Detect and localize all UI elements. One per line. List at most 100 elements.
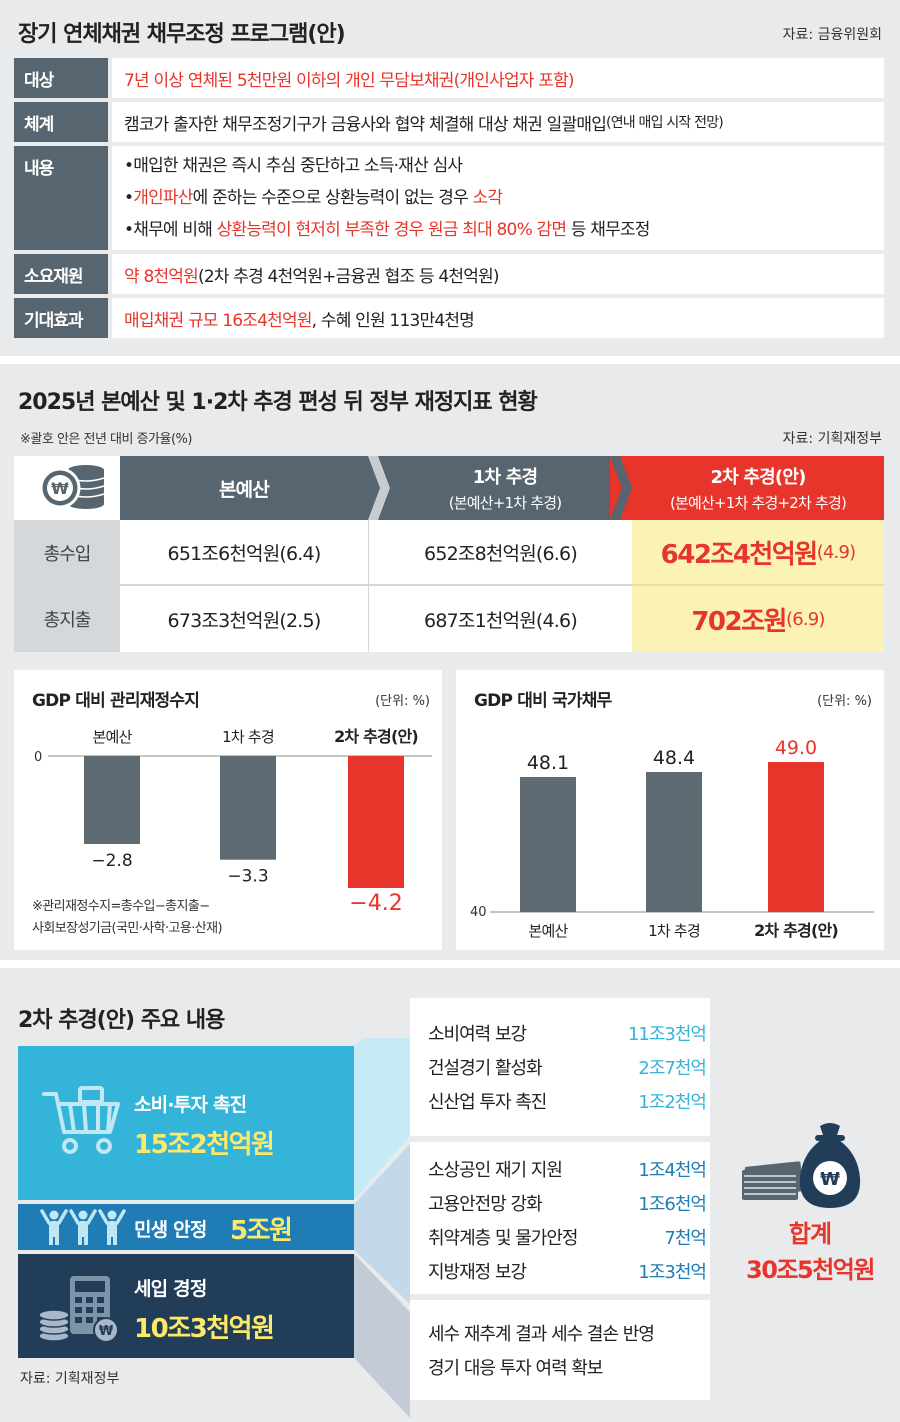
category-label-1: 1차 추경	[222, 728, 274, 746]
category-name: 민생 안정	[134, 1219, 207, 1241]
bar-2	[348, 756, 404, 888]
category-label-2: 2차 추경(안)	[334, 727, 418, 746]
category-name: 소비·투자 촉진	[134, 1094, 247, 1116]
people-cheering-icon	[40, 1209, 126, 1245]
program-table: 대상 7년 이상 연체된 5천만원 이하의 개인 무담보채권(개인사업자 포함)…	[14, 58, 884, 342]
header-main-label: 본예산	[218, 478, 270, 501]
calculator-coins-icon: ₩	[38, 1276, 119, 1343]
header-first-supp: 1차 추경 (본예산+1차 추경)	[390, 456, 620, 520]
expenditure-second: 702조원 (6.9)	[632, 586, 884, 652]
value-label-2: −4.2	[349, 891, 402, 916]
row-content: 내용 •매입한 채권은 즉시 추심 중단하고 소득·재산 심사 •개인파산에 준…	[14, 146, 884, 250]
row-value-content: •매입한 채권은 즉시 추심 중단하고 소득·재산 심사 •개인파산에 준하는 …	[112, 146, 884, 250]
content-highlight-writeoff: 소각	[472, 188, 503, 208]
balance-note-line-1: ※관리재정수지=총수입−총지출−	[32, 899, 210, 914]
row-label-funding: 소요재원	[14, 254, 108, 294]
row-funding: 소요재원 약 8천억원 (2차 추경 4천억원+금융권 협조 등 4천억원)	[14, 254, 884, 294]
fiscal-source: 자료: 기획재정부	[782, 431, 882, 447]
category-label-0: 본예산	[92, 728, 132, 746]
system-text: 캠코가 출자한 채무조정기구가 금융사와 협약 체결해 대상 채권 일괄매입	[124, 114, 607, 135]
total-label: 합계	[788, 1220, 832, 1248]
effect-detail: , 수혜 인원 113만4천명	[311, 310, 475, 331]
value-label-0: −2.8	[91, 851, 132, 871]
detail-label: 신산업 투자 촉진	[428, 1092, 547, 1113]
row-label-revenue: 총수입	[14, 520, 120, 586]
chevron-separator	[610, 456, 632, 520]
detail-label: 경기 대응 투자 여력 확보	[428, 1358, 603, 1379]
expenditure-second-rate: (6.9)	[785, 608, 825, 630]
row-effect: 기대효과 매입채권 규모 16조4천억원, 수혜 인원 113만4천명	[14, 298, 884, 338]
bar-1	[646, 772, 702, 912]
revenue-first: 652조8천억원(6.6)	[368, 520, 632, 586]
row-target: 대상 7년 이상 연체된 5천만원 이하의 개인 무담보채권(개인사업자 포함)	[14, 58, 884, 98]
debt-chart-panel: GDP 대비 국가채무 (단위: %) 40 48.1 본예산 48.4 1차 추경 4…	[456, 670, 884, 950]
zero-axis-label: 0	[34, 750, 42, 765]
content-highlight-bankruptcy: 개인파산	[133, 188, 193, 208]
bar-1	[220, 756, 276, 860]
category-livelihood: 민생 안정 5조원	[18, 1204, 354, 1250]
chevron-separator	[368, 456, 390, 520]
detail-label: 소비여력 보강	[428, 1024, 527, 1045]
category-name: 세입 경정	[134, 1278, 207, 1300]
detail-value: 2조7천억	[638, 1058, 707, 1079]
detail-label: 소상공인 재기 지원	[428, 1160, 563, 1181]
bullet: •	[124, 188, 134, 208]
balance-chart-title: GDP 대비 관리재정수지	[32, 691, 200, 711]
content-text: •채무에 비해	[124, 220, 217, 240]
detail-label: 취약계층 및 물가안정	[428, 1228, 578, 1249]
category-connector	[354, 1038, 410, 1418]
detail-label: 건설경기 활성화	[428, 1058, 543, 1079]
expenditure-main: 673조3천억원(2.5)	[120, 586, 368, 652]
coins-icon: ₩	[39, 465, 105, 509]
revenue-second: 642조4천억원 (4.9)	[632, 520, 884, 586]
value-label-1: −3.3	[227, 867, 268, 887]
row-value-system: 캠코가 출자한 채무조정기구가 금융사와 협약 체결해 대상 채권 일괄매입 (연…	[112, 102, 884, 142]
row-value-target: 7년 이상 연체된 5천만원 이하의 개인 무담보채권(개인사업자 포함)	[112, 58, 884, 98]
balance-chart: 0 본예산 −2.8 1차 추경 −3.3 2차 추경(안) −4.2	[34, 727, 432, 916]
row-value-effect: 매입채권 규모 16조4천억원, 수혜 인원 113만4천명	[112, 298, 884, 338]
supp-source: 자료: 기획재정부	[20, 1371, 120, 1387]
detail-label: 지방재정 보강	[428, 1262, 527, 1283]
program-source: 자료: 금융위원회	[782, 27, 882, 43]
detail-value: 1조3천억	[638, 1262, 707, 1283]
debt-chart-title: GDP 대비 국가채무	[474, 691, 612, 711]
system-note: (연내 매입 시작 전망)	[606, 115, 724, 131]
value-label-2: 49.0	[775, 737, 817, 759]
fiscal-indicators-section: 2025년 본예산 및 1·2차 추경 편성 뒤 정부 재정지표 현황 ※괄호 …	[0, 364, 900, 960]
details-group-consumption: 소비여력 보강 11조3천억 건설경기 활성화 2조7천억 신산업 투자 촉진 …	[410, 998, 710, 1126]
header-first-label: 1차 추경	[472, 467, 538, 488]
revenue-second-amount: 642조4천억원	[660, 539, 819, 570]
bar-2	[768, 762, 824, 912]
content-highlight-reduction: 상환능력이 현저히 부족한 경우 원금 최대 80% 감면	[216, 220, 567, 240]
supplementary-section: 2차 추경(안) 주요 내용 소비·투자 촉진 15조2천억원	[0, 968, 900, 1422]
details-group-revenue: 세수 재추계 결과 세수 결손 반영 경기 대응 투자 여력 확보	[410, 1300, 710, 1400]
debt-program-section: 장기 연체채권 채무조정 프로그램(안) 자료: 금융위원회 대상 7년 이상 …	[0, 0, 900, 356]
group-divider	[410, 1136, 710, 1142]
group-divider	[410, 1294, 710, 1300]
details-group-livelihood: 소상공인 재기 지원 1조4천억 고용안전망 강화 1조6천억 취약계층 및 물…	[410, 1142, 710, 1292]
row-label-expenditure: 총지출	[14, 586, 120, 652]
category-revenue-adjustment: ₩ 세입 경정 10조3천억원	[18, 1254, 354, 1358]
content-text: 에 준하는 수준으로 상환능력이 없는 경우	[192, 188, 473, 208]
row-label-system: 체계	[14, 102, 108, 142]
row-label-target: 대상	[14, 58, 108, 98]
header-icon-cell: ₩	[14, 456, 120, 520]
expenditure-first: 687조1천억원(4.6)	[368, 586, 632, 652]
balance-note-line-2: 사회보장성기금(국민·사학·고용·산재)	[32, 921, 223, 936]
content-line-3: •채무에 비해 상환능력이 현저히 부족한 경우 원금 최대 80% 감면 등 …	[124, 214, 650, 246]
program-title: 장기 연체채권 채무조정 프로그램(안)	[18, 22, 346, 47]
row-label-content: 내용	[14, 146, 108, 250]
balance-chart-note: ※관리재정수지=총수입−총지출− 사회보장성기금(국민·사학·고용·산재)	[32, 896, 223, 940]
category-label-1: 1차 추경	[648, 922, 700, 940]
category-consumption: 소비·투자 촉진 15조2천억원	[18, 1046, 354, 1200]
effect-amount: 매입채권 규모 16조4천억원	[124, 310, 312, 331]
svg-text:₩: ₩	[99, 1324, 114, 1339]
row-system: 체계 캠코가 출자한 채무조정기구가 금융사와 협약 체결해 대상 채권 일괄매…	[14, 102, 884, 142]
bar-0	[520, 777, 576, 912]
header-second-sub: (본예산+1차 추경+2차 추경)	[669, 494, 847, 512]
category-amount: 10조3천억원	[134, 1314, 275, 1344]
revenue-second-rate: (4.9)	[816, 541, 856, 563]
funding-detail: (2차 추경 4천억원+금융권 협조 등 4천억원)	[197, 266, 500, 287]
category-amount: 15조2천억원	[134, 1130, 275, 1160]
balance-chart-panel: GDP 대비 관리재정수지 (단위: %) 0 본예산 −2.8 1차 추경 −3.3…	[14, 670, 442, 950]
